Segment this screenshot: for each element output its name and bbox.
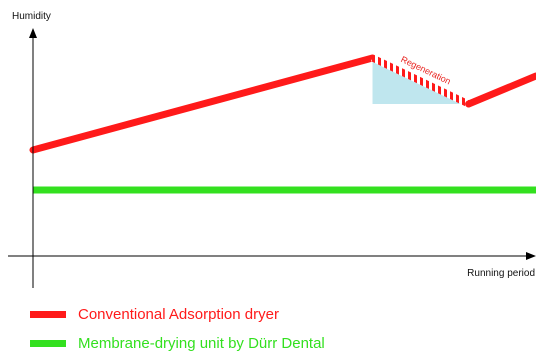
legend-label-adsorption: Conventional Adsorption dryer: [78, 306, 279, 323]
series-line-adsorption-regeneration: [371, 54, 471, 108]
series-line-adsorption-rise-2: [465, 72, 536, 108]
plot-area: Regeneration: [29, 54, 536, 194]
x-axis-arrow: [526, 252, 536, 260]
legend-item-adsorption: Conventional Adsorption dryer: [30, 306, 279, 323]
y-axis-label: Humidity: [12, 11, 51, 22]
legend-label-membrane: Membrane-drying unit by Dürr Dental: [78, 335, 325, 352]
legend-swatch-membrane: [30, 340, 66, 347]
legend-item-membrane: Membrane-drying unit by Dürr Dental: [30, 335, 325, 352]
x-axis-label: Running period: [467, 268, 535, 279]
series-line-adsorption-rise: [29, 54, 377, 154]
legend-swatch-adsorption: [30, 311, 66, 318]
y-axis-arrow: [29, 28, 37, 38]
